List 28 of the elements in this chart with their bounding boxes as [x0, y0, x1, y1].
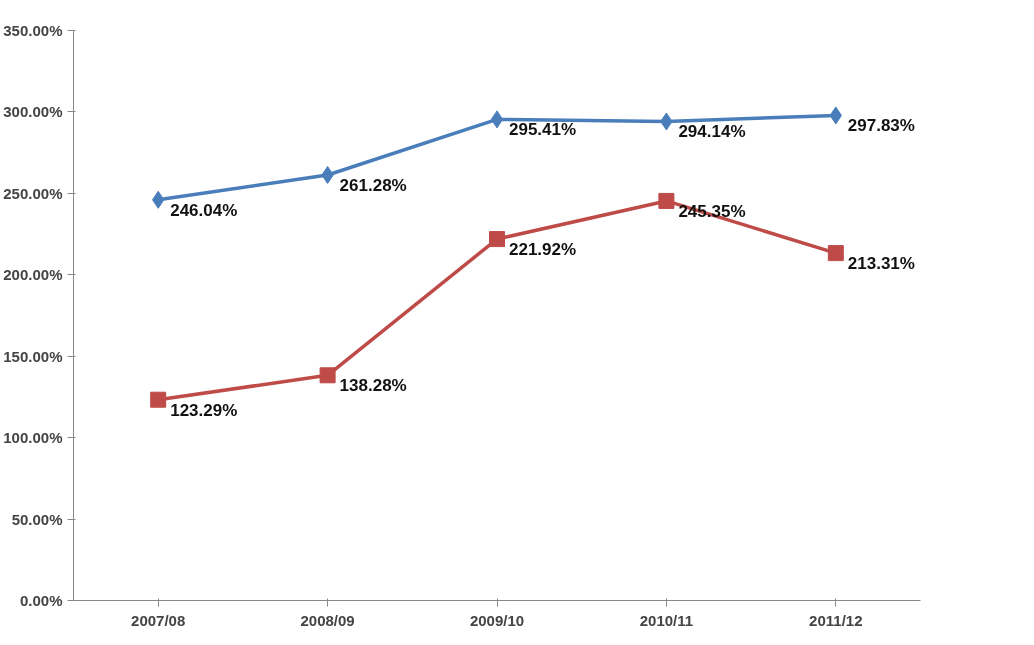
data-label: 295.41% [509, 120, 577, 140]
point [319, 367, 336, 384]
data-label: 297.83% [847, 116, 915, 136]
y-tick-label: 200.00% [3, 266, 63, 284]
data-label: 123.29% [170, 400, 238, 420]
point [150, 391, 167, 408]
y-tick-label: 300.00% [3, 103, 63, 121]
point [489, 231, 505, 248]
x-tick-label: 2009/10 [469, 611, 525, 629]
data-label: 294.14% [678, 122, 746, 142]
y-tick-label: 50.00% [11, 510, 63, 528]
y-tick-label: 0.00% [19, 592, 63, 609]
x-tick-label: 2011/12 [809, 611, 863, 629]
data-label: 213.31% [847, 254, 915, 274]
x-tick-label: 2008/09 [300, 611, 355, 629]
y-tick-label: 350.00% [3, 22, 63, 39]
x-tick-label: 2007/08 [131, 611, 186, 629]
point [827, 245, 844, 262]
x-tick-label: 2010/11 [639, 611, 694, 629]
data-label: 138.28% [339, 376, 407, 396]
point [490, 110, 504, 129]
y-tick-label: 150.00% [3, 347, 63, 365]
data-label: 261.28% [339, 175, 407, 195]
data-label: 246.04% [170, 200, 238, 220]
data-label: 221.92% [509, 240, 577, 260]
y-tick-label: 100.00% [3, 429, 63, 447]
y-tick-label: 250.00% [3, 184, 63, 202]
point [658, 192, 675, 209]
